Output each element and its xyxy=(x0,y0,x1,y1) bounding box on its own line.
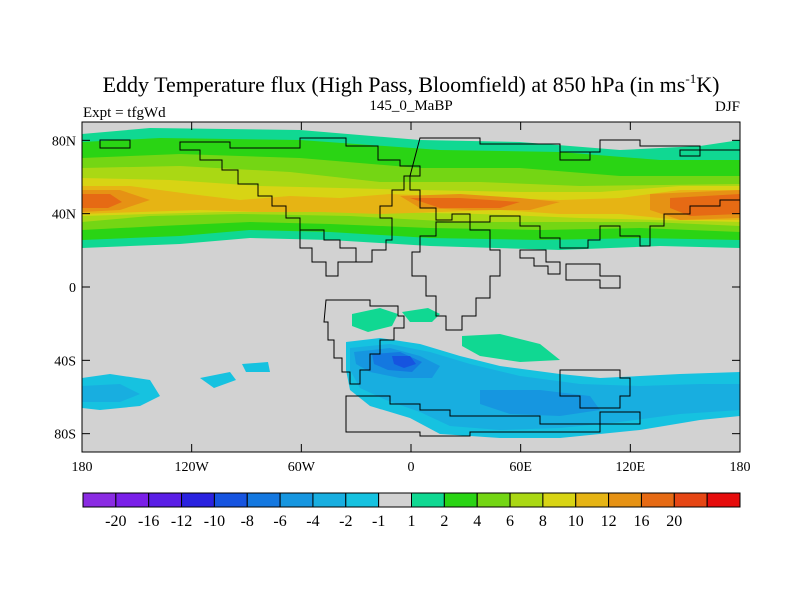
colorbar-swatch xyxy=(148,492,183,508)
colorbar-swatch xyxy=(312,492,347,508)
coastline-india-madagascar xyxy=(519,249,621,289)
colorbar: -20 -16 -12 -10 -8 -6 -4 -2 -1 1 2 4 6 8 10 12 16 20 xyxy=(82,492,741,530)
experiment-label: Expt = tfgWd xyxy=(83,105,166,121)
map-title-main: Eddy Temperature flux (High Pass, Bloomf… xyxy=(103,72,686,97)
lat-tick-label: 80N xyxy=(52,134,76,149)
colorbar-swatch xyxy=(706,492,741,508)
lon-tick-label: 120W xyxy=(175,460,210,475)
lat-tick-label: 0 xyxy=(69,281,76,296)
lat-tick-label: 40S xyxy=(54,354,76,369)
lat-tick-label: 80S xyxy=(54,428,76,443)
colorbar-swatch xyxy=(82,492,117,508)
colorbar-swatch xyxy=(378,492,412,508)
colorbar-swatch xyxy=(542,492,577,508)
colorbar-swatch xyxy=(673,492,708,508)
colorbar-swatch xyxy=(476,492,511,508)
colorbar-label: 12 xyxy=(601,513,617,530)
coastline-north-america xyxy=(179,137,421,263)
lon-tick-label: 0 xyxy=(408,460,415,475)
colorbar-swatch xyxy=(575,492,610,508)
map-title: Eddy Temperature flux (High Pass, Bloomf… xyxy=(103,71,720,97)
colorbar-label: 8 xyxy=(539,513,547,530)
colorbar-swatch xyxy=(345,492,380,508)
colorbar-label: -16 xyxy=(138,513,159,530)
colorbar-label: -10 xyxy=(204,513,225,530)
colorbar-label: -4 xyxy=(306,513,319,530)
coastline-eurasia xyxy=(409,137,740,249)
colorbar-label: -6 xyxy=(273,513,286,530)
colorbar-label: -2 xyxy=(339,513,352,530)
colorbar-swatch xyxy=(509,492,544,508)
lon-tick-label: 60E xyxy=(509,460,532,475)
colorbar-swatch xyxy=(115,492,150,508)
colorbar-label: -20 xyxy=(105,513,126,530)
colorbar-swatch xyxy=(213,492,248,508)
latitude-axis: 80N 40N 0 40S 80S xyxy=(52,134,740,443)
time-period-label: 145_0_MaBP xyxy=(369,98,452,114)
colorbar-label: 10 xyxy=(568,513,584,530)
colorbar-swatch xyxy=(279,492,314,508)
coastline-south-america xyxy=(323,299,405,385)
coastline-australia xyxy=(559,369,631,409)
colorbar-swatch xyxy=(181,492,215,508)
lon-tick-label: 180 xyxy=(730,460,751,475)
coastline-central-america xyxy=(299,230,356,277)
colorbar-label: 2 xyxy=(440,513,448,530)
coastline-arctic-islands xyxy=(99,139,701,161)
colorbar-label: 4 xyxy=(473,513,481,530)
coastline-antarctica xyxy=(345,395,641,437)
map-panel xyxy=(82,122,740,452)
sh-green-patch-indian xyxy=(462,334,560,362)
lon-tick-label: 60W xyxy=(288,460,316,475)
nh-orange-core xyxy=(82,186,740,220)
longitude-axis: 180 120W 60W 0 60E 120E 180 xyxy=(72,122,751,475)
map-title-end: K) xyxy=(696,72,719,97)
colorbar-label: 20 xyxy=(666,513,682,530)
colorbar-swatch xyxy=(443,492,478,508)
sh-green-patch-atlantic xyxy=(352,308,398,332)
colorbar-swatch xyxy=(608,492,642,508)
lat-tick-label: 40N xyxy=(52,208,76,223)
coastline-africa xyxy=(411,221,501,331)
lon-tick-label: 120E xyxy=(616,460,646,475)
colorbar-label: 6 xyxy=(506,513,514,530)
colorbar-label: 16 xyxy=(633,513,649,530)
colorbar-label: -12 xyxy=(171,513,192,530)
map-title-superscript: -1 xyxy=(685,71,696,86)
flux-field xyxy=(82,128,740,438)
sh-green-patch-africa xyxy=(402,308,440,322)
coastlines xyxy=(99,137,740,437)
colorbar-swatch xyxy=(640,492,675,508)
nh-darkorange-core xyxy=(82,190,740,220)
colorbar-swatch xyxy=(246,492,281,508)
colorbar-label: -8 xyxy=(241,513,254,530)
colorbar-label: -1 xyxy=(372,513,385,530)
lon-tick-label: 180 xyxy=(72,460,93,475)
sh-negative-core xyxy=(392,356,416,368)
season-label: DJF xyxy=(715,99,740,115)
colorbar-label: 1 xyxy=(408,513,416,530)
colorbar-swatch xyxy=(411,492,445,508)
